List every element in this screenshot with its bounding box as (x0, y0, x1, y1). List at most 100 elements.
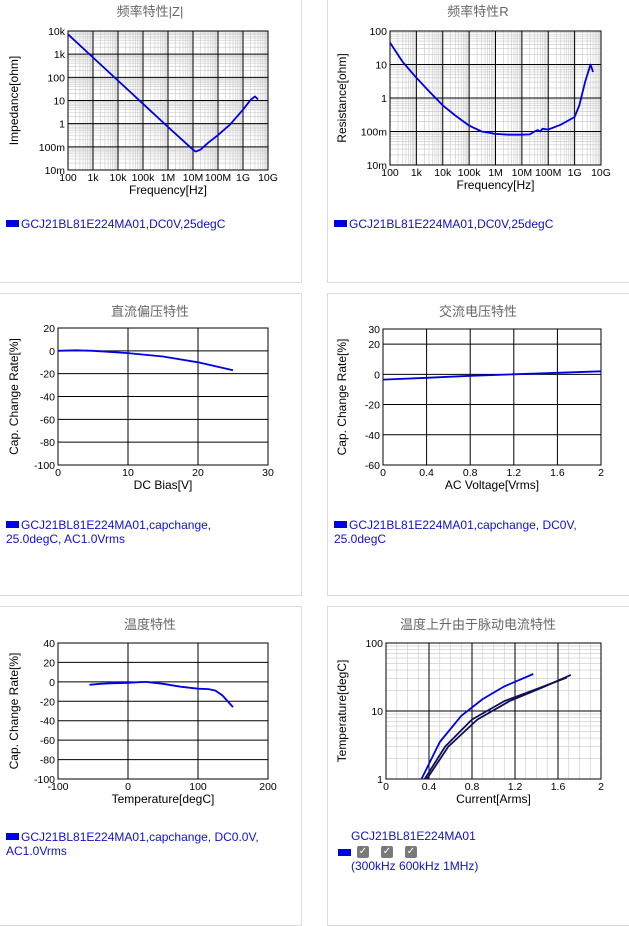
series-line (420, 673, 534, 780)
series-line (389, 42, 594, 136)
x-tick-label: -100 (47, 781, 68, 793)
x-tick-label: 100 (189, 781, 207, 793)
x-tick-label: 10G (591, 167, 611, 179)
y-tick-label: 40 (43, 638, 55, 650)
y-tick-label: 0 (374, 369, 380, 381)
legend-label: GCJ21BL81E224MA01,capchange, DC0V, 25.0d… (334, 518, 577, 546)
major-grid (57, 327, 269, 466)
y-tick-label: -80 (40, 755, 55, 767)
y-tick-label: 1k (54, 49, 66, 61)
x-axis-label: AC Voltage[Vrms] (445, 478, 539, 492)
temperature-chart-panel: 温度特性 -100 0 100 200 -100 -80 -60 -40 -20 0 20 40 Temp… (0, 606, 302, 926)
y-tick-label: 100m (39, 142, 66, 154)
x-axis-label: Frequency[Hz] (129, 183, 207, 197)
y-tick-label: 10 (53, 96, 65, 108)
y-tick-label: -40 (40, 716, 55, 728)
impedance-chart: 频率特性|Z| 100 1k 10k 100k 1M 10M 100M 1G 10G 10m 100m… (7, 4, 278, 197)
y-axis-label: Cap. Change Rate[%] (7, 653, 21, 770)
x-tick-label: 100 (381, 167, 399, 179)
x-tick-label: 0 (380, 467, 386, 479)
x-tick-label: 10M (512, 167, 532, 179)
y-tick-label: 0 (49, 346, 55, 358)
y-tick-label: 10k (48, 26, 66, 38)
legend-label: GCJ21BL81E224MA01,DC0V,25degC (349, 217, 554, 231)
x-axis-label: DC Bias[V] (134, 478, 193, 492)
y-tick-label: 10m (45, 165, 66, 177)
y-tick-label: -100 (34, 460, 55, 472)
legend-swatch (334, 220, 347, 228)
chart-title: 交流电压特性 (439, 304, 517, 319)
y-axis-label: Temperature[degC] (335, 660, 349, 763)
y-tick-label: 100 (365, 638, 383, 650)
legend-swatch (334, 521, 347, 529)
x-tick-label: 1.6 (551, 781, 566, 793)
y-tick-label: -80 (40, 437, 55, 449)
y-axis-label: Impedance[ohm] (7, 56, 21, 145)
y-tick-label: 100 (47, 72, 65, 84)
x-tick-label: 30 (262, 467, 274, 479)
ripple-current-chart-panel: 温度上升由于脉动电流特性 0 0.4 0.8 1.2 1.6 2 1 10 100 Current[… (327, 606, 629, 926)
legend-swatch (6, 220, 19, 228)
x-tick-label: 100k (458, 167, 482, 179)
x-tick-label: 1.6 (550, 467, 565, 479)
x-tick-label: 100M (205, 172, 231, 184)
legend-label: GCJ21BL81E224MA01,capchange, 25.0degC, A… (6, 518, 212, 546)
checkbox-1mhz[interactable]: ✓ (405, 846, 417, 858)
x-tick-label: 0.8 (465, 781, 480, 793)
legend-swatch (6, 521, 19, 529)
x-tick-label: 0 (55, 467, 61, 479)
x-tick-label: 10G (258, 172, 278, 184)
y-tick-label: -100 (34, 774, 55, 786)
plot-frame (57, 642, 269, 780)
chart-legend: GCJ21BL81E224MA01,capchange, DC0V, 25.0d… (334, 518, 577, 546)
series-line (67, 33, 259, 153)
x-tick-label: 0.8 (463, 467, 478, 479)
checkbox-600khz[interactable]: ✓ (381, 846, 393, 858)
major-grid (57, 642, 269, 780)
x-tick-label: 100M (535, 167, 561, 179)
x-tick-label: 100k (132, 172, 156, 184)
plot-frame (67, 30, 269, 171)
legend-label: GCJ21BL81E224MA01,DC0V,25degC (21, 217, 226, 231)
x-tick-label: 1.2 (508, 781, 523, 793)
checkbox-300khz[interactable]: ✓ (357, 846, 369, 858)
temperature-chart: 温度特性 -100 0 100 200 -100 -80 -60 -40 -20 0 20 40 Temp… (7, 617, 277, 806)
y-tick-label: 10m (367, 160, 388, 172)
x-tick-label: 1M (161, 172, 176, 184)
x-tick-label: 10M (183, 172, 203, 184)
x-tick-label: 0.4 (422, 781, 437, 793)
y-tick-label: -60 (365, 460, 380, 472)
series-line (89, 681, 234, 708)
resistance-chart: 频率特性R 100 1k 10k 100k 1M 10M 100M 1G 10G 10m 100m 1 1… (335, 4, 611, 192)
y-tick-label: 10 (371, 706, 383, 718)
legend-option-1mhz: 1MHz) (443, 859, 479, 873)
x-tick-label: 1M (488, 167, 503, 179)
plot-frame (389, 30, 602, 166)
chart-title: 频率特性R (447, 4, 508, 19)
y-tick-label: -40 (40, 392, 55, 404)
y-tick-label: 0 (49, 677, 55, 689)
major-grid (382, 328, 602, 466)
x-tick-label: 10 (122, 467, 134, 479)
plot-frame (382, 328, 602, 466)
y-tick-label: 20 (368, 339, 380, 351)
legend-option-600khz: 600kHz (399, 859, 440, 873)
series-line (426, 674, 572, 780)
x-tick-label: 10k (434, 167, 452, 179)
y-tick-label: 100m (361, 127, 388, 139)
ripple-current-chart: 温度上升由于脉动电流特性 0 0.4 0.8 1.2 1.6 2 1 10 100 Current[… (335, 617, 604, 806)
x-tick-label: 1G (236, 172, 250, 184)
x-tick-label: 1G (568, 167, 582, 179)
x-tick-label: 0.4 (419, 467, 434, 479)
legend-label: GCJ21BL81E224MA01 (351, 829, 476, 843)
x-tick-label: 100 (59, 172, 77, 184)
chart-title: 直流偏压特性 (111, 304, 189, 319)
x-tick-label: 1k (87, 172, 99, 184)
series-line (57, 349, 234, 372)
x-axis-label: Temperature[degC] (112, 792, 215, 806)
y-tick-label: 20 (43, 657, 55, 669)
y-tick-label: 10 (375, 60, 387, 72)
y-tick-label: -60 (40, 414, 55, 426)
x-tick-label: 2 (598, 781, 604, 793)
ac-voltage-chart: 交流电压特性 0 0.4 0.8 1.2 1.6 2 -60 -40 -20 0 20 30 AC Vol… (335, 304, 604, 492)
